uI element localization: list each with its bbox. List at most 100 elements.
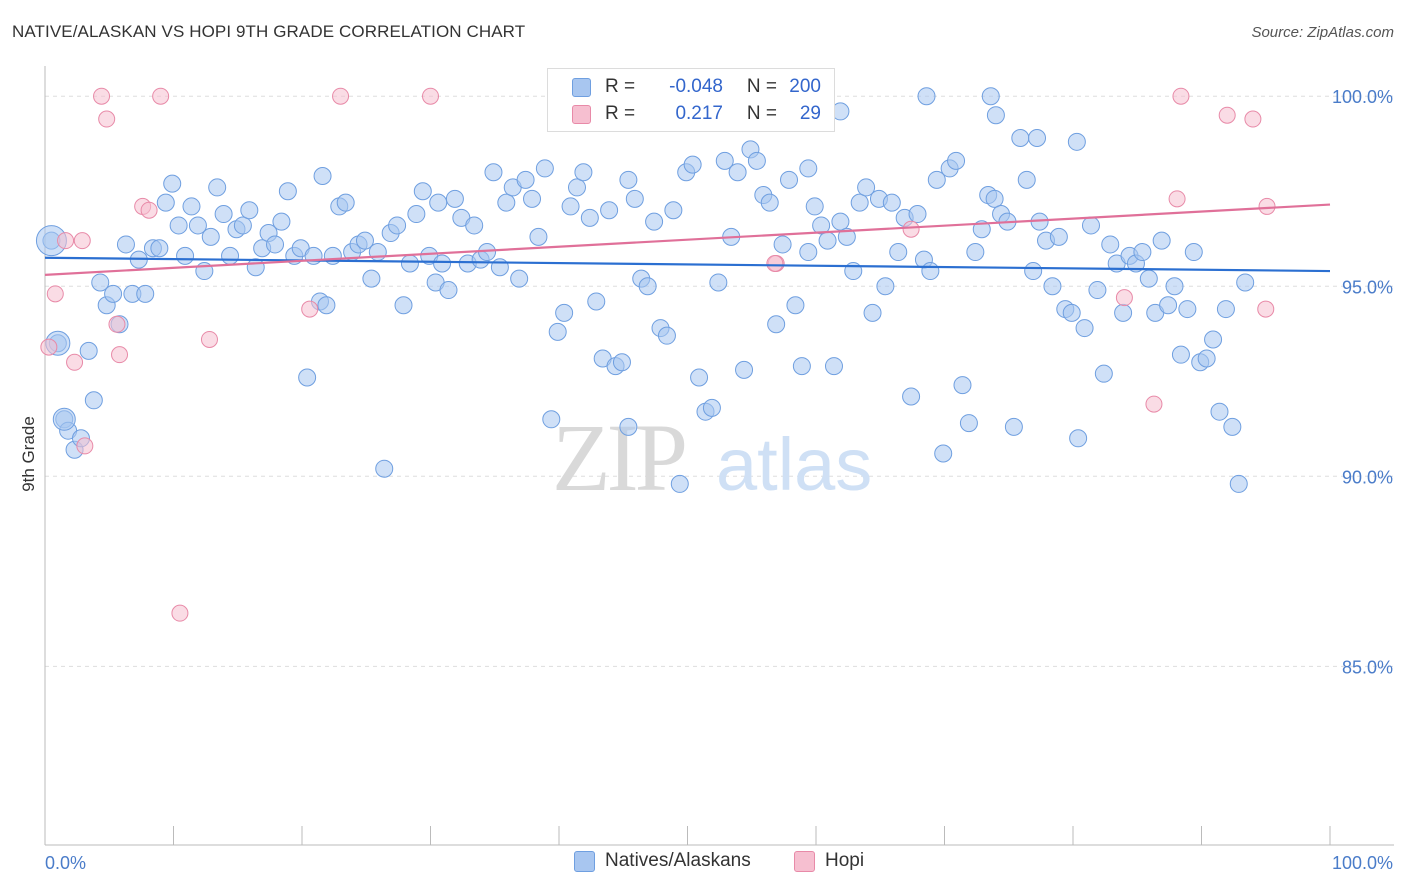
data-point-natives <box>169 216 188 235</box>
data-point-hopi <box>422 87 439 105</box>
trend-line-hopi <box>44 203 1331 276</box>
data-point-natives <box>1178 300 1197 319</box>
data-point-natives <box>394 296 413 315</box>
data-point-natives <box>1017 170 1036 189</box>
data-point-hopi <box>46 285 64 303</box>
data-point-natives <box>567 178 586 197</box>
legend-r-value: -0.048 <box>669 76 723 97</box>
legend-item-hopi[interactable]: Hopi <box>794 850 864 872</box>
data-point-natives <box>638 277 657 296</box>
watermark-zip: ZIP <box>552 404 685 511</box>
data-point-natives <box>52 407 76 431</box>
data-point-hopi <box>171 604 189 622</box>
data-point-natives <box>561 197 580 216</box>
data-point-hopi <box>93 87 111 105</box>
data-point-natives <box>214 205 233 224</box>
data-point-hopi <box>1258 197 1276 215</box>
data-point-natives <box>786 296 805 315</box>
data-point-natives <box>1197 349 1216 368</box>
data-point-natives <box>91 273 110 292</box>
data-point-natives <box>1088 281 1107 300</box>
data-point-natives <box>136 284 155 303</box>
data-point-natives <box>555 303 574 322</box>
data-point-natives <box>959 414 978 433</box>
data-point-natives <box>1139 269 1158 288</box>
data-point-natives <box>709 273 728 292</box>
data-point-natives <box>182 197 201 216</box>
legend-n-label: N = <box>746 103 777 124</box>
data-point-natives <box>1165 277 1184 296</box>
data-point-natives <box>612 353 631 372</box>
x-tick-label-max: 100.0% <box>1332 853 1393 873</box>
legend-row-hopi: R = 0.217 N = 29 <box>572 101 821 127</box>
data-point-natives <box>336 193 355 212</box>
data-point-natives <box>278 182 297 201</box>
data-point-hopi <box>766 254 784 272</box>
data-point-natives <box>580 208 599 227</box>
y-tick-label: 100.0% <box>1332 87 1393 107</box>
data-point-natives <box>812 216 831 235</box>
data-point-hopi <box>152 87 170 105</box>
data-point-natives <box>683 155 702 174</box>
data-point-natives <box>246 258 265 277</box>
data-point-natives <box>818 231 837 250</box>
data-point-natives <box>188 216 207 235</box>
data-point-natives <box>104 284 123 303</box>
data-point-natives <box>587 292 606 311</box>
data-point-natives <box>735 360 754 379</box>
data-point-natives <box>304 246 323 265</box>
data-point-natives <box>1101 235 1120 254</box>
data-point-natives <box>510 269 529 288</box>
data-point-natives <box>1216 300 1235 319</box>
data-point-natives <box>1184 243 1203 262</box>
trend-lines <box>44 203 1331 276</box>
data-point-hopi <box>40 338 58 356</box>
data-point-hopi <box>140 201 158 219</box>
data-point-natives <box>574 163 593 182</box>
data-point-natives <box>876 277 895 296</box>
data-point-natives <box>972 220 991 239</box>
data-point-hopi <box>1244 110 1262 128</box>
data-point-natives <box>670 474 689 493</box>
data-point-natives <box>1028 129 1047 148</box>
grid-lines <box>45 95 1394 667</box>
legend-n-value: 200 <box>789 76 821 97</box>
legend-r-label: R = <box>605 103 636 124</box>
data-point-natives <box>1062 303 1081 322</box>
data-point-natives <box>400 254 419 273</box>
data-point-hopi <box>111 346 129 364</box>
data-point-natives <box>272 212 291 231</box>
data-point-hopi <box>108 315 126 333</box>
watermark: ZIP atlas <box>552 404 872 511</box>
data-point-natives <box>1210 402 1229 421</box>
data-point-natives <box>1011 129 1030 148</box>
data-point-natives <box>619 170 638 189</box>
data-point-natives <box>1067 132 1086 151</box>
data-point-natives <box>760 193 779 212</box>
data-point-hopi <box>301 300 319 318</box>
y-tick-label: 85.0% <box>1342 657 1393 677</box>
data-point-natives <box>516 170 535 189</box>
data-point-natives <box>947 151 966 170</box>
data-point-natives <box>619 417 638 436</box>
watermark-atlas: atlas <box>716 423 872 506</box>
data-point-natives <box>1075 319 1094 338</box>
data-point-natives <box>702 398 721 417</box>
data-point-natives <box>1204 330 1223 349</box>
data-point-natives <box>156 193 175 212</box>
legend-swatch-natives <box>574 850 595 872</box>
data-point-hopi <box>902 220 920 238</box>
data-point-natives <box>1043 277 1062 296</box>
axes <box>44 66 1394 846</box>
data-point-natives <box>163 174 182 193</box>
data-point-natives <box>934 444 953 463</box>
data-point-natives <box>529 227 548 246</box>
data-point-natives <box>548 322 567 341</box>
data-point-natives <box>908 205 927 224</box>
legend-item-natives[interactable]: Natives/Alaskans <box>574 850 751 872</box>
legend-label-hopi: Hopi <box>825 850 865 871</box>
data-point-natives <box>1081 216 1100 235</box>
data-point-natives <box>657 326 676 345</box>
data-point-natives <box>799 159 818 178</box>
